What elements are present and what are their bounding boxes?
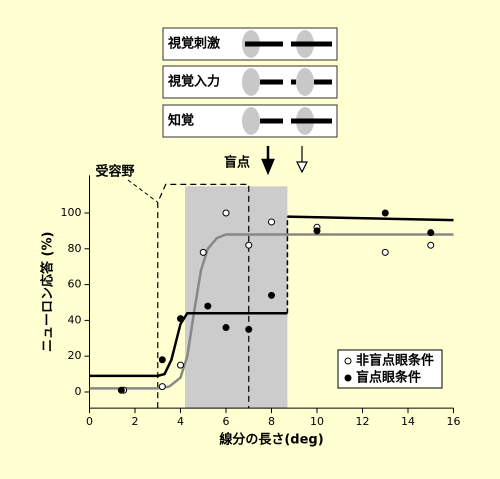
receptive-field-label: 受容野 xyxy=(95,164,134,180)
legend-label: 盲点眼条件 xyxy=(356,370,421,386)
stimulus-panels xyxy=(162,27,338,176)
data-point xyxy=(177,361,184,369)
data-point xyxy=(222,209,230,217)
legend-box xyxy=(337,349,443,389)
x-tick-label: 8 xyxy=(268,415,275,428)
data-point xyxy=(117,386,125,394)
data-point xyxy=(199,248,207,256)
data-point xyxy=(381,209,389,217)
x-tick-label: 16 xyxy=(447,415,461,428)
y-tick-label: 100 xyxy=(61,206,82,219)
y-axis-label: ニューロン応答 (%) xyxy=(40,232,56,352)
x-tick-label: 2 xyxy=(132,415,139,428)
y-tick-label: 0 xyxy=(75,385,82,398)
x-tick-label: 10 xyxy=(310,415,324,428)
data-point xyxy=(222,324,230,332)
blind-spot-label: 盲点 xyxy=(224,155,250,171)
plot: 受容野 0 20 40 60 80 100 0 2 4 6 8 10 12 14 16 線分の長さ(deg) ニュ… xyxy=(40,164,461,448)
data-point xyxy=(427,241,435,249)
fit-line xyxy=(89,233,454,390)
leader-line xyxy=(127,179,159,203)
panel-label: 視覚刺激 xyxy=(167,36,221,52)
x-tick-label: 12 xyxy=(356,415,370,428)
x-tick-label: 4 xyxy=(177,415,184,428)
data-point xyxy=(245,241,253,249)
x-axis-label: 線分の長さ(deg) xyxy=(219,432,323,448)
y-tick-label: 80 xyxy=(68,242,82,255)
panel-label: 知覚 xyxy=(168,113,194,129)
y-tick-label: 60 xyxy=(68,278,82,291)
legend-symbol xyxy=(344,357,352,365)
panel-label: 視覚入力 xyxy=(167,74,220,90)
y-tick-label: 20 xyxy=(68,349,82,362)
data-point xyxy=(158,383,166,391)
data-point xyxy=(245,325,253,333)
legend-symbol xyxy=(344,374,352,382)
legend-label: 非盲点眼条件 xyxy=(356,353,434,369)
y-tick-label: 40 xyxy=(68,313,82,326)
data-point xyxy=(204,302,212,310)
data-point xyxy=(177,315,184,323)
x-tick-label: 6 xyxy=(223,415,230,428)
receptive-field xyxy=(157,183,250,409)
data-point xyxy=(313,227,321,235)
data-point xyxy=(158,356,166,364)
data-point xyxy=(268,291,275,299)
data-point xyxy=(381,248,389,256)
x-tick-label: 14 xyxy=(401,415,415,428)
x-tick-label: 0 xyxy=(86,415,93,428)
data-point xyxy=(427,229,435,237)
fit-line xyxy=(89,215,454,378)
data-point xyxy=(268,218,275,226)
